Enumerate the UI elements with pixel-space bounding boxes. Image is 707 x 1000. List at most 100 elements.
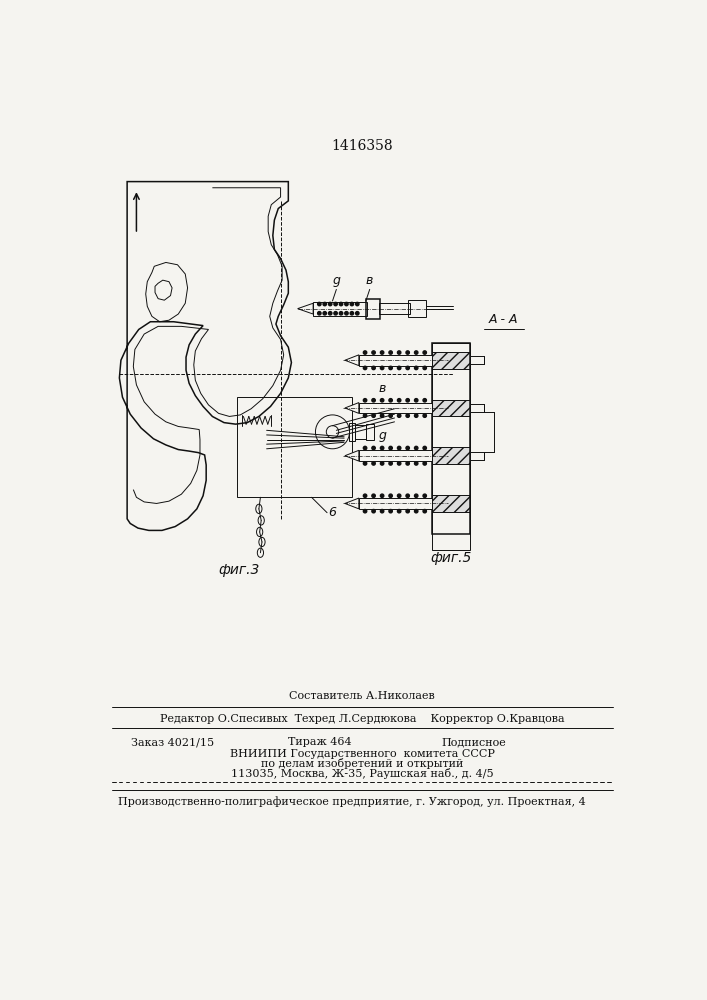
Circle shape	[414, 494, 418, 497]
Polygon shape	[345, 403, 359, 413]
Text: Подписное: Подписное	[441, 737, 506, 747]
Bar	[359, 498, 433, 509]
Text: Тираж 464: Тираж 464	[288, 737, 352, 747]
Circle shape	[334, 302, 337, 306]
Circle shape	[397, 399, 401, 402]
Circle shape	[356, 302, 359, 306]
Circle shape	[389, 366, 392, 370]
Circle shape	[339, 302, 343, 306]
Bar	[313, 302, 368, 316]
Circle shape	[414, 414, 418, 417]
Circle shape	[397, 446, 401, 450]
Circle shape	[414, 399, 418, 402]
Circle shape	[339, 312, 343, 315]
Bar	[409, 300, 426, 317]
Circle shape	[423, 414, 426, 417]
Text: 113035, Москва, Ж-35, Раушская наб., д. 4/5: 113035, Москва, Ж-35, Раушская наб., д. …	[230, 768, 493, 779]
Bar	[433, 352, 469, 369]
Circle shape	[423, 351, 426, 354]
Text: в: в	[366, 274, 373, 287]
Text: g: g	[378, 429, 386, 442]
Bar	[366, 299, 380, 319]
Circle shape	[389, 399, 392, 402]
Circle shape	[380, 509, 384, 513]
Circle shape	[406, 366, 409, 370]
Polygon shape	[345, 498, 359, 509]
Circle shape	[380, 399, 384, 402]
Circle shape	[397, 494, 401, 497]
Bar	[469, 356, 484, 364]
Circle shape	[334, 312, 337, 315]
Text: 1416358: 1416358	[331, 139, 393, 153]
Bar	[359, 450, 433, 461]
Bar	[355, 425, 366, 439]
Bar	[469, 404, 484, 412]
Circle shape	[350, 302, 354, 306]
Circle shape	[380, 446, 384, 450]
Circle shape	[389, 494, 392, 497]
Text: Заказ 4021/15: Заказ 4021/15	[131, 737, 214, 747]
Circle shape	[406, 351, 409, 354]
Circle shape	[389, 446, 392, 450]
Bar	[433, 400, 469, 416]
Bar	[366, 424, 373, 440]
Circle shape	[389, 509, 392, 513]
Circle shape	[363, 351, 367, 354]
Circle shape	[389, 351, 392, 354]
Bar	[469, 452, 484, 460]
Circle shape	[372, 351, 375, 354]
Text: A - A: A - A	[489, 313, 518, 326]
Circle shape	[350, 312, 354, 315]
Circle shape	[317, 302, 321, 306]
Circle shape	[363, 462, 367, 465]
Circle shape	[406, 414, 409, 417]
Circle shape	[345, 312, 348, 315]
Circle shape	[380, 494, 384, 497]
Circle shape	[372, 494, 375, 497]
Circle shape	[406, 399, 409, 402]
Circle shape	[363, 399, 367, 402]
Circle shape	[363, 509, 367, 513]
Circle shape	[372, 509, 375, 513]
Circle shape	[423, 366, 426, 370]
Circle shape	[397, 351, 401, 354]
Circle shape	[329, 302, 332, 306]
Circle shape	[329, 312, 332, 315]
Circle shape	[423, 399, 426, 402]
Circle shape	[397, 414, 401, 417]
Text: по делам изобретений и открытий: по делам изобретений и открытий	[261, 758, 463, 769]
Bar	[433, 447, 469, 464]
Circle shape	[423, 462, 426, 465]
Text: в: в	[379, 382, 386, 395]
Bar	[359, 403, 433, 413]
Circle shape	[323, 302, 327, 306]
Circle shape	[372, 446, 375, 450]
Circle shape	[389, 414, 392, 417]
Circle shape	[406, 462, 409, 465]
Circle shape	[380, 414, 384, 417]
Circle shape	[380, 351, 384, 354]
Circle shape	[345, 302, 348, 306]
Polygon shape	[345, 450, 359, 461]
Circle shape	[414, 366, 418, 370]
Text: фиг.3: фиг.3	[218, 563, 260, 577]
Circle shape	[423, 509, 426, 513]
Circle shape	[414, 351, 418, 354]
Bar	[359, 355, 433, 366]
Text: Составитель А.Николаев: Составитель А.Николаев	[289, 691, 435, 701]
Bar	[349, 423, 355, 441]
Circle shape	[372, 414, 375, 417]
Circle shape	[323, 312, 327, 315]
Circle shape	[406, 494, 409, 497]
Circle shape	[406, 446, 409, 450]
Circle shape	[406, 509, 409, 513]
Bar	[433, 343, 469, 550]
Circle shape	[423, 494, 426, 497]
Circle shape	[363, 366, 367, 370]
Text: Производственно-полиграфическое предприятие, г. Ужгород, ул. Проектная, 4: Производственно-полиграфическое предприя…	[118, 796, 585, 807]
Circle shape	[372, 366, 375, 370]
Circle shape	[363, 414, 367, 417]
Bar	[237, 397, 352, 497]
Circle shape	[414, 509, 418, 513]
Text: 6: 6	[329, 506, 337, 519]
